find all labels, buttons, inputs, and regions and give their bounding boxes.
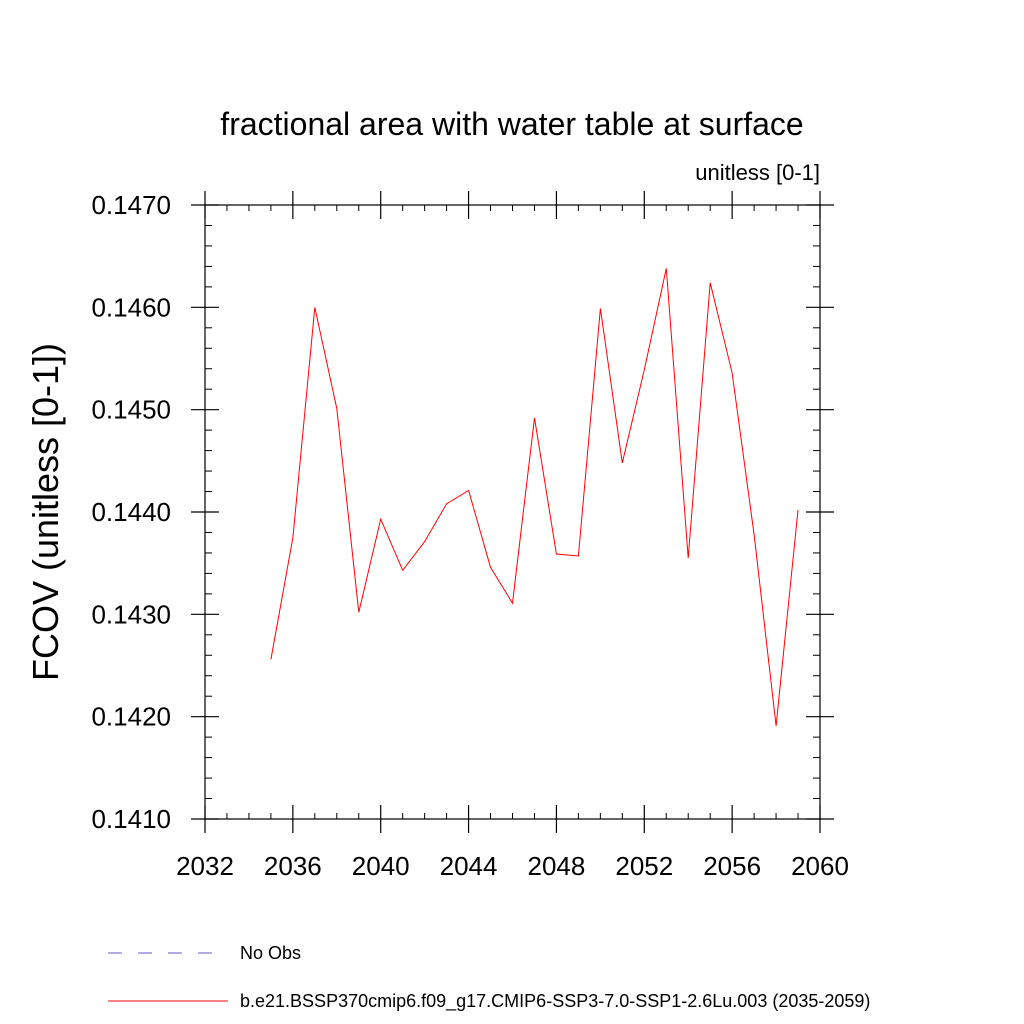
y-axis-ticks: 0.1410 0.1420 0.1430 0.1440 0.1450 0.1460 0.14… — [91, 190, 834, 834]
legend-label: No Obs — [240, 943, 301, 963]
y-tick-label: 0.1440 — [91, 497, 171, 527]
y-tick-label: 0.1420 — [91, 702, 171, 732]
y-tick-label: 0.1470 — [91, 190, 171, 220]
legend: No Obs b.e21.BSSP370cmip6.f09_g17.CMIP6-S… — [108, 943, 870, 1012]
x-tick-label: 2032 — [176, 851, 234, 881]
y-axis-label: FCOV (unitless [0-1]) — [25, 343, 66, 681]
x-tick-label: 2040 — [352, 851, 410, 881]
y-tick-label: 0.1430 — [91, 599, 171, 629]
y-tick-label: 0.1450 — [91, 395, 171, 425]
series-line — [270, 268, 799, 726]
y-tick-label: 0.1460 — [91, 292, 171, 322]
x-tick-label: 2048 — [528, 851, 586, 881]
x-tick-label: 2044 — [440, 851, 498, 881]
y-tick-label: 0.1410 — [91, 804, 171, 834]
x-tick-label: 2036 — [264, 851, 322, 881]
plot-frame — [204, 204, 821, 820]
x-axis-ticks: 2032 2036 2040 2044 2048 2052 2056 2060 — [176, 191, 849, 881]
x-tick-label: 2052 — [615, 851, 673, 881]
x-tick-label: 2060 — [791, 851, 849, 881]
series-layer — [270, 268, 799, 726]
legend-label: b.e21.BSSP370cmip6.f09_g17.CMIP6-SSP3-7.… — [240, 991, 870, 1012]
units-label: unitless [0-1] — [695, 160, 820, 185]
x-tick-label: 2056 — [703, 851, 761, 881]
minor-ticks — [205, 205, 820, 819]
chart-title: fractional area with water table at surf… — [220, 106, 803, 142]
